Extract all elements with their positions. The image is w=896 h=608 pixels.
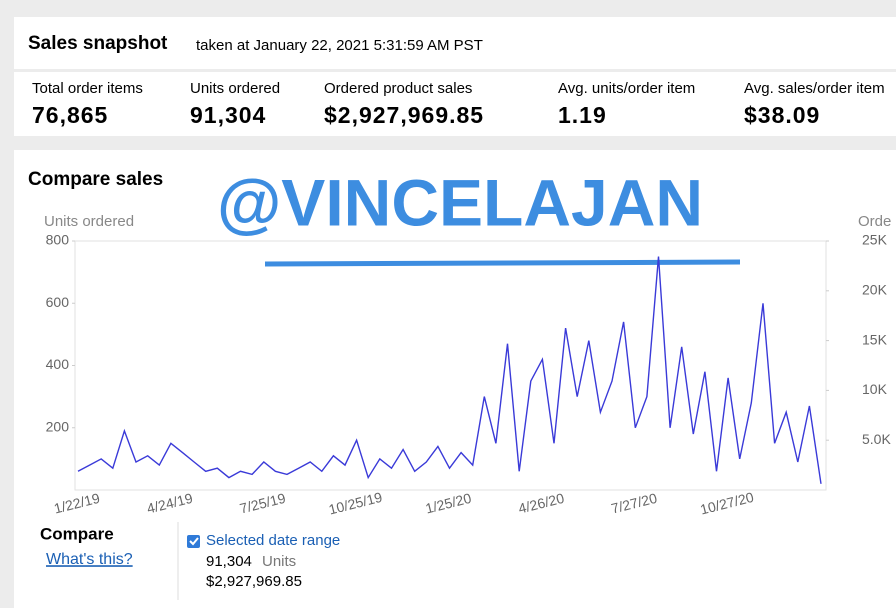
- compare-sales: $2,927,969.85: [206, 573, 302, 590]
- compare-title: Compare: [40, 524, 114, 543]
- y2-axis-label: Orde: [858, 213, 891, 230]
- metric-value: 91,304: [190, 102, 267, 128]
- y-tick-label: 400: [46, 356, 70, 372]
- x-tick-label: 10/25/19: [327, 489, 384, 518]
- x-tick-label: 1/22/19: [52, 490, 101, 517]
- metric-value: 1.19: [558, 102, 607, 128]
- checkbox[interactable]: [187, 535, 200, 548]
- legend-label[interactable]: Selected date range: [206, 532, 340, 549]
- y2-tick-label: 5.0K: [862, 431, 891, 447]
- chart-panel: [14, 150, 896, 608]
- subtitle: taken at January 22, 2021 5:31:59 AM PST: [196, 37, 483, 54]
- watermark: @VINCELAJAN: [217, 165, 703, 239]
- y2-tick-label: 25K: [862, 232, 888, 248]
- y2-tick-label: 10K: [862, 381, 888, 397]
- title: Sales snapshot: [28, 33, 168, 54]
- watermark-underline: [264, 259, 741, 267]
- compare-units-label: Units: [262, 553, 296, 570]
- metric-value: $2,927,969.85: [324, 102, 485, 128]
- metric-value: 76,865: [32, 102, 109, 128]
- x-tick-label: 7/25/19: [238, 490, 287, 517]
- metric-label: Ordered product sales: [324, 80, 473, 97]
- x-tick-label: 4/26/20: [517, 490, 566, 517]
- metric-value: $38.09: [744, 102, 821, 128]
- y2-tick-label: 15K: [862, 331, 888, 347]
- line-series: [77, 256, 822, 484]
- checkmark: [189, 537, 199, 546]
- compare-units: 91,304: [206, 553, 252, 570]
- x-tick-label: 1/25/20: [424, 490, 473, 517]
- y-axis-label: Units ordered: [44, 213, 134, 230]
- y-tick-label: 800: [46, 232, 70, 248]
- x-tick-label: 4/24/19: [145, 490, 194, 517]
- metrics-panel: Total order items 76,865 Units ordered 91,3…: [14, 72, 896, 136]
- y2-tick-label: 20K: [862, 282, 888, 298]
- metric-label: Avg. sales/order item: [744, 80, 885, 97]
- header-panel: Sales snapshot taken at January 22, 2021…: [14, 17, 896, 69]
- chart-title: Compare sales: [28, 169, 163, 190]
- metric-label: Units ordered: [190, 80, 281, 97]
- whats-this-link[interactable]: What's this?: [46, 551, 133, 568]
- y-tick-label: 600: [46, 294, 70, 310]
- x-tick-label: 7/27/20: [609, 490, 658, 517]
- metric-label: Avg. units/order item: [558, 80, 696, 97]
- plot-area: [74, 240, 827, 491]
- y-tick-label: 200: [46, 418, 70, 434]
- metric-label: Total order items: [32, 80, 143, 97]
- x-tick-label: 10/27/20: [699, 489, 756, 518]
